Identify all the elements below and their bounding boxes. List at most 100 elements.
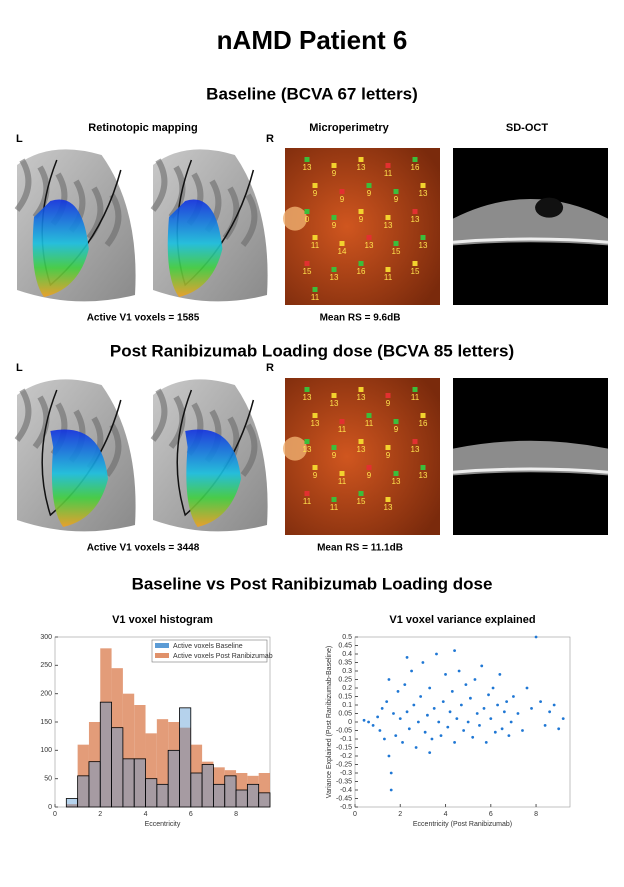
scatter-point bbox=[502, 710, 506, 714]
activation bbox=[32, 199, 89, 297]
mp-stimulus bbox=[385, 497, 391, 502]
mp-sensitivity: 13 bbox=[419, 471, 428, 480]
mp-stimulus bbox=[412, 209, 418, 214]
hist-bar bbox=[66, 804, 78, 807]
scatter-point bbox=[407, 727, 411, 731]
y-tick-label: 250 bbox=[40, 662, 52, 669]
y-tick-label: 0.05 bbox=[338, 710, 352, 717]
mp-stimulus bbox=[331, 163, 337, 168]
y-axis-label: Variance Explained (Post Ranibizumab-Bas… bbox=[326, 646, 333, 798]
scatter-point bbox=[367, 720, 370, 724]
y-tick-label: 0.45 bbox=[338, 642, 352, 649]
y-tick-label: 100 bbox=[40, 747, 52, 754]
scatter-point bbox=[480, 664, 484, 668]
mp-sensitivity: 13 bbox=[384, 503, 393, 512]
mp-sensitivity: 13 bbox=[357, 445, 366, 454]
scatter-point bbox=[439, 734, 443, 737]
sulcus bbox=[86, 186, 104, 240]
scatter-point bbox=[475, 712, 479, 715]
y-tick-label: 0.3 bbox=[342, 668, 352, 675]
mp-sensitivity: 13 bbox=[330, 273, 339, 282]
y-tick-label: 200 bbox=[40, 691, 52, 698]
hist-bar bbox=[111, 668, 123, 807]
hist-bar bbox=[100, 648, 112, 807]
fundus-image bbox=[285, 148, 440, 305]
mp-sensitivity: 16 bbox=[357, 267, 366, 276]
mp-sensitivity: 9 bbox=[386, 399, 391, 408]
scatter-point bbox=[437, 720, 441, 724]
legend-label: Active voxels Post Ranibizumab bbox=[173, 653, 273, 660]
mp-stimulus bbox=[366, 465, 372, 470]
mp-sensitivity: 11 bbox=[338, 425, 347, 434]
mp-stimulus bbox=[366, 183, 372, 188]
y-tick-label: -0.45 bbox=[336, 795, 352, 802]
mp-stimulus bbox=[331, 445, 337, 450]
mp-stimulus bbox=[358, 157, 364, 162]
scatter-point bbox=[392, 712, 395, 715]
hist-bar bbox=[133, 758, 146, 808]
x-tick-label: 0 bbox=[353, 811, 357, 818]
scatter-point bbox=[491, 686, 495, 690]
mp-sensitivity: 9 bbox=[313, 189, 318, 198]
mp-stimulus bbox=[339, 419, 345, 424]
mp-stimulus bbox=[412, 387, 418, 392]
caption: Mean RS = 11.1dB bbox=[317, 543, 403, 554]
scatter-point bbox=[561, 717, 565, 720]
hist-bar bbox=[145, 733, 157, 807]
hemisphere-label: L bbox=[16, 362, 23, 374]
activation bbox=[185, 429, 241, 527]
sulcus bbox=[104, 423, 122, 477]
mp-stimulus bbox=[312, 287, 318, 292]
mp-stimulus bbox=[393, 241, 399, 246]
mp-stimulus bbox=[339, 189, 345, 194]
hist-bar bbox=[77, 775, 90, 808]
scatter-point bbox=[419, 695, 423, 698]
scatter-point bbox=[482, 707, 486, 710]
y-tick-label: 300 bbox=[40, 634, 52, 641]
x-tick-label: 8 bbox=[534, 811, 538, 818]
x-axis-label: Eccentricity bbox=[145, 821, 181, 828]
x-tick-label: 6 bbox=[489, 811, 493, 818]
scatter-point bbox=[498, 673, 502, 676]
mp-stimulus bbox=[412, 261, 418, 266]
y-tick-label: -0.5 bbox=[340, 804, 352, 811]
y-tick-label: 0.2 bbox=[342, 685, 352, 692]
x-tick-label: 0 bbox=[53, 811, 57, 818]
mp-sensitivity: 11 bbox=[330, 503, 339, 512]
scatter-point bbox=[446, 725, 450, 729]
activation bbox=[167, 199, 223, 297]
scatter-point bbox=[453, 741, 456, 744]
mp-sensitivity: 13 bbox=[303, 393, 312, 402]
caption: Active V1 voxels = 3448 bbox=[87, 543, 200, 554]
caption: Mean RS = 9.6dB bbox=[320, 313, 401, 324]
retina-layer bbox=[453, 440, 608, 476]
mp-sensitivity: 11 bbox=[365, 419, 374, 428]
scatter-point bbox=[469, 696, 472, 700]
scatter-point bbox=[505, 700, 509, 703]
scatter-point bbox=[450, 690, 454, 693]
mp-sensitivity: 11 bbox=[311, 241, 320, 250]
y-tick-label: -0.2 bbox=[340, 753, 352, 760]
scatter-point bbox=[441, 700, 445, 703]
mp-stimulus bbox=[304, 261, 310, 266]
mp-stimulus bbox=[358, 261, 364, 266]
sulcus bbox=[104, 193, 122, 247]
rpe-layer bbox=[452, 237, 609, 244]
fundus-image bbox=[285, 378, 440, 535]
mp-sensitivity: 13 bbox=[365, 241, 374, 250]
hist-bar bbox=[179, 707, 192, 808]
mp-sensitivity: 14 bbox=[338, 247, 347, 256]
y-tick-label: -0.15 bbox=[336, 744, 352, 751]
scatter-point bbox=[471, 735, 475, 739]
scatter-point bbox=[371, 724, 375, 727]
mp-stimulus bbox=[312, 413, 318, 418]
scatter-point bbox=[512, 695, 515, 698]
v1-border bbox=[176, 389, 255, 517]
hist-bar bbox=[168, 722, 180, 807]
sulcus bbox=[240, 423, 258, 477]
mp-sensitivity: 0 bbox=[305, 215, 310, 224]
mp-sensitivity: 15 bbox=[411, 267, 420, 276]
mp-stimulus bbox=[393, 189, 399, 194]
scatter-point bbox=[398, 717, 402, 720]
hist-bar bbox=[247, 775, 259, 807]
